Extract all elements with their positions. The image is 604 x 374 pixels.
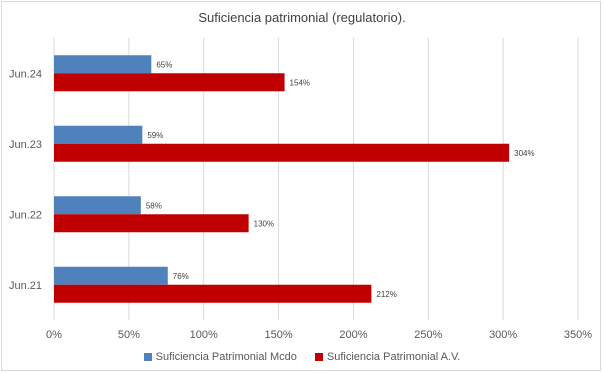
data-label: 58%	[146, 201, 162, 210]
x-tick-label: 250%	[414, 329, 442, 341]
legend-label-av: Suficiencia Patrimonial A.V.	[326, 351, 461, 363]
x-tick-label: 150%	[265, 329, 293, 341]
data-label: 154%	[290, 78, 310, 87]
bar	[54, 125, 143, 144]
data-label: 304%	[514, 149, 534, 158]
bar	[54, 73, 285, 92]
data-label: 65%	[156, 60, 172, 69]
y-tick-label: Jun.21	[9, 280, 42, 292]
bar	[54, 55, 152, 74]
bar	[54, 196, 141, 215]
x-tick-label: 350%	[564, 329, 592, 341]
y-tick-label: Jun.23	[9, 139, 42, 151]
legend-item-mcdo: Suficiencia Patrimonial Mcdo	[143, 351, 297, 363]
legend-swatch-av	[314, 353, 323, 361]
bar	[54, 214, 249, 233]
chart-title: Suficiencia patrimonial (regulatorio).	[198, 10, 406, 25]
legend-label-mcdo: Suficiencia Patrimonial Mcdo	[155, 351, 297, 363]
legend-swatch-mcdo	[143, 353, 152, 361]
x-tick-label: 100%	[190, 329, 218, 341]
data-label: 212%	[376, 290, 396, 299]
data-label: 59%	[147, 131, 163, 140]
y-tick-label: Jun.22	[9, 209, 42, 221]
data-label: 130%	[254, 219, 274, 228]
x-tick-label: 300%	[489, 329, 517, 341]
bar	[54, 284, 372, 303]
x-tick-label: 200%	[339, 329, 367, 341]
x-tick-label: 0%	[46, 329, 62, 341]
data-label: 76%	[173, 272, 189, 281]
y-tick-label: Jun.24	[9, 68, 42, 80]
bar	[54, 266, 168, 285]
legend: Suficiencia Patrimonial Mcdo Suficiencia…	[0, 351, 604, 363]
bar	[54, 143, 510, 162]
legend-item-av: Suficiencia Patrimonial A.V.	[314, 351, 461, 363]
x-tick-label: 50%	[118, 329, 140, 341]
